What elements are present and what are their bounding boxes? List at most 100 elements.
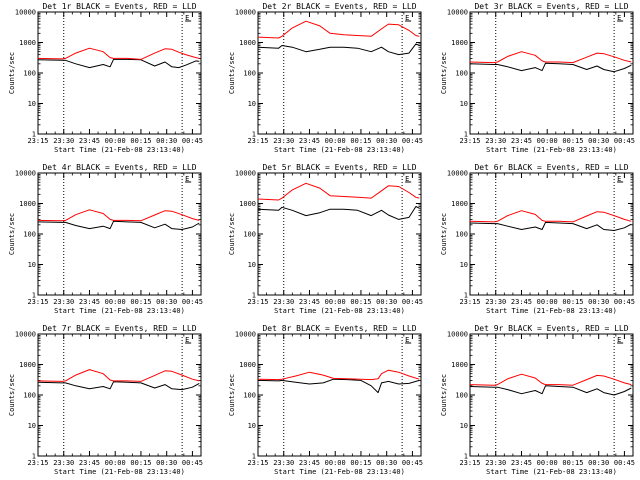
- panel-title: Det 2r BLACK = Events, RED = LLD: [262, 2, 416, 11]
- x-tick-label: 00:00: [537, 459, 558, 467]
- y-axis-label: Counts/sec: [8, 213, 16, 255]
- x-tick-label: 00:30: [588, 459, 609, 467]
- x-axis-label: Start Time (21-Feb-08 23:13:40): [274, 307, 405, 315]
- x-axis-label: Start Time (21-Feb-08 23:13:40): [54, 146, 185, 154]
- events-series-line: [469, 221, 632, 231]
- x-tick-label: 23:45: [299, 459, 320, 467]
- y-tick-label: 1: [464, 131, 468, 139]
- y-tick-label: 1: [464, 292, 468, 300]
- x-tick-label: 00:30: [156, 459, 177, 467]
- x-tick-label: 23:30: [53, 298, 74, 306]
- x-axis-label: Start Time (21-Feb-08 23:13:40): [486, 146, 617, 154]
- lld-series-line: [257, 369, 420, 381]
- y-tick-label: 10000: [235, 9, 256, 17]
- y-tick-label: 100: [243, 392, 256, 400]
- y-tick-label: 1000: [239, 200, 256, 208]
- lld-series-line: [469, 373, 632, 386]
- x-tick-label: 00:15: [130, 459, 151, 467]
- panel-title: Det 6r BLACK = Events, RED = LLD: [474, 163, 628, 172]
- x-tick-label: 00:30: [156, 137, 177, 145]
- y-axis-label: Counts/sec: [440, 213, 448, 255]
- detector-panel-5: Det 5r BLACK = Events, RED = LLD 1 10 100 10…: [228, 163, 423, 315]
- x-tick-label: 00:30: [588, 137, 609, 145]
- y-tick-label: 10000: [235, 170, 256, 178]
- x-tick-label: 00:45: [402, 137, 423, 145]
- panel-title: Det 5r BLACK = Events, RED = LLD: [262, 163, 416, 172]
- x-tick-label: 23:15: [459, 298, 480, 306]
- x-tick-label: 00:30: [376, 298, 397, 306]
- detector-panel-7: Det 7r BLACK = Events, RED = LLD 1 10 100 10…: [8, 324, 203, 476]
- x-tick-label: 00:15: [130, 137, 151, 145]
- x-tick-label: 00:45: [402, 459, 423, 467]
- detector-panel-4: Det 4r BLACK = Events, RED = LLD 1 10 100 10…: [8, 163, 203, 315]
- x-tick-label: 00:30: [588, 298, 609, 306]
- x-tick-label: 23:30: [485, 298, 506, 306]
- x-tick-label: 00:15: [562, 137, 583, 145]
- axes-frame: [469, 172, 634, 296]
- y-tick-label: 100: [455, 231, 468, 239]
- y-axis-label: Counts/sec: [440, 52, 448, 94]
- lld-series-line: [37, 209, 200, 222]
- detector-panel-3: Det 3r BLACK = Events, RED = LLD 1 10 100 10…: [440, 2, 635, 154]
- y-tick-label: 10: [248, 100, 256, 108]
- y-tick-label: 100: [455, 70, 468, 78]
- y-tick-label: 10: [460, 422, 468, 430]
- x-tick-label: 00:15: [350, 137, 371, 145]
- lld-series-line: [469, 51, 632, 64]
- y-tick-label: 100: [455, 392, 468, 400]
- x-tick-label: 23:30: [485, 459, 506, 467]
- x-tick-label: 23:15: [247, 298, 268, 306]
- x-axis-label: Start Time (21-Feb-08 23:13:40): [54, 468, 185, 476]
- panel-title: Det 7r BLACK = Events, RED = LLD: [42, 324, 196, 333]
- y-axis-label: Counts/sec: [228, 374, 236, 416]
- x-tick-label: 00:45: [182, 298, 203, 306]
- axes-frame: [37, 333, 202, 457]
- axes-frame: [37, 11, 202, 135]
- events-series-line: [257, 378, 420, 394]
- x-tick-label: 00:45: [614, 137, 635, 145]
- y-tick-label: 1000: [239, 361, 256, 369]
- events-series-line: [257, 206, 420, 220]
- y-tick-label: 1000: [239, 39, 256, 47]
- y-tick-label: 10: [28, 422, 36, 430]
- y-tick-label: 1: [252, 131, 256, 139]
- events-series-line: [257, 43, 420, 56]
- events-series-line: [37, 220, 200, 230]
- x-tick-label: 00:00: [537, 298, 558, 306]
- lld-series-line: [37, 47, 200, 60]
- x-tick-label: 23:15: [27, 459, 48, 467]
- marker-label: E: [405, 336, 409, 344]
- x-tick-label: 00:45: [182, 459, 203, 467]
- y-tick-label: 100: [243, 70, 256, 78]
- events-series-line: [469, 62, 632, 73]
- x-tick-label: 23:45: [511, 298, 532, 306]
- x-tick-label: 23:30: [273, 137, 294, 145]
- x-tick-label: 23:45: [79, 137, 100, 145]
- x-tick-label: 00:00: [105, 137, 126, 145]
- marker-label: E: [617, 336, 621, 344]
- x-tick-label: 00:00: [325, 298, 346, 306]
- detector-panel-6: Det 6r BLACK = Events, RED = LLD 1 10 100 10…: [440, 163, 635, 315]
- x-tick-label: 23:45: [79, 459, 100, 467]
- marker-label: E: [617, 175, 621, 183]
- x-tick-label: 23:45: [299, 298, 320, 306]
- y-tick-label: 10: [248, 261, 256, 269]
- x-tick-label: 00:00: [325, 459, 346, 467]
- marker-label: E: [617, 14, 621, 22]
- x-tick-label: 00:30: [376, 137, 397, 145]
- lld-series-line: [469, 210, 632, 223]
- x-tick-label: 23:15: [27, 298, 48, 306]
- x-tick-label: 23:30: [273, 298, 294, 306]
- y-tick-label: 10000: [447, 170, 468, 178]
- y-tick-label: 100: [23, 392, 36, 400]
- y-tick-label: 1: [252, 453, 256, 461]
- y-tick-label: 100: [23, 231, 36, 239]
- x-tick-label: 23:45: [299, 137, 320, 145]
- panel-title: Det 8r BLACK = Events, RED = LLD: [262, 324, 416, 333]
- detector-panel-2: Det 2r BLACK = Events, RED = LLD 1 10 100 10…: [228, 2, 423, 154]
- x-tick-label: 00:00: [105, 459, 126, 467]
- x-tick-label: 00:15: [130, 298, 151, 306]
- x-axis-label: Start Time (21-Feb-08 23:13:40): [486, 468, 617, 476]
- y-tick-label: 1000: [451, 361, 468, 369]
- y-tick-label: 100: [243, 231, 256, 239]
